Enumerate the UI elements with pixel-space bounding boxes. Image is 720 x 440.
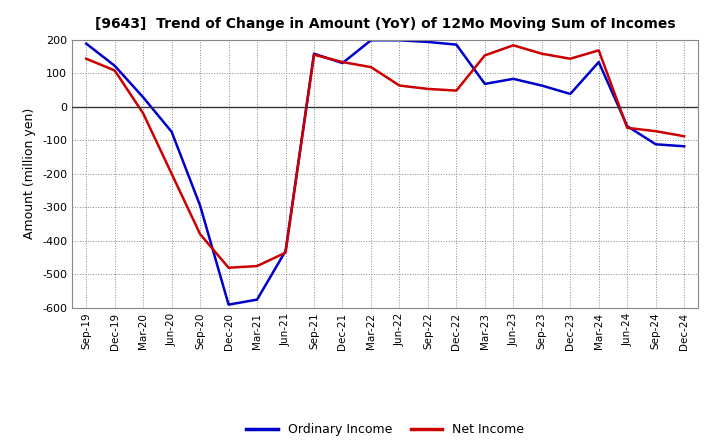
Net Income <box>110 68 119 73</box>
Ordinary Income <box>366 38 375 43</box>
Net Income <box>225 265 233 270</box>
Ordinary Income <box>282 248 290 253</box>
Ordinary Income <box>196 203 204 208</box>
Ordinary Income <box>652 142 660 147</box>
Net Income <box>395 83 404 88</box>
Net Income <box>480 53 489 58</box>
Net Income <box>537 51 546 56</box>
Net Income <box>509 43 518 48</box>
Net Income <box>338 59 347 65</box>
Ordinary Income <box>537 83 546 88</box>
Title: [9643]  Trend of Change in Amount (YoY) of 12Mo Moving Sum of Incomes: [9643] Trend of Change in Amount (YoY) o… <box>95 18 675 32</box>
Ordinary Income <box>595 59 603 65</box>
Net Income <box>167 171 176 176</box>
Net Income <box>623 125 631 131</box>
Ordinary Income <box>423 39 432 44</box>
Ordinary Income <box>623 124 631 129</box>
Net Income <box>595 48 603 53</box>
Ordinary Income <box>338 60 347 66</box>
Line: Net Income: Net Income <box>86 45 684 268</box>
Ordinary Income <box>167 129 176 135</box>
Net Income <box>680 134 688 139</box>
Ordinary Income <box>395 38 404 43</box>
Net Income <box>139 111 148 116</box>
Ordinary Income <box>452 42 461 47</box>
Net Income <box>366 65 375 70</box>
Ordinary Income <box>82 41 91 46</box>
Ordinary Income <box>110 63 119 68</box>
Net Income <box>282 250 290 255</box>
Ordinary Income <box>680 143 688 149</box>
Net Income <box>82 56 91 61</box>
Ordinary Income <box>509 76 518 81</box>
Ordinary Income <box>139 95 148 100</box>
Ordinary Income <box>253 297 261 302</box>
Net Income <box>310 52 318 57</box>
Net Income <box>196 231 204 237</box>
Ordinary Income <box>225 302 233 307</box>
Legend: Ordinary Income, Net Income: Ordinary Income, Net Income <box>241 418 529 440</box>
Net Income <box>452 88 461 93</box>
Ordinary Income <box>480 81 489 87</box>
Net Income <box>566 56 575 61</box>
Net Income <box>423 86 432 92</box>
Line: Ordinary Income: Ordinary Income <box>86 40 684 304</box>
Net Income <box>652 128 660 134</box>
Ordinary Income <box>310 51 318 56</box>
Y-axis label: Amount (million yen): Amount (million yen) <box>24 108 37 239</box>
Ordinary Income <box>566 92 575 97</box>
Net Income <box>253 264 261 269</box>
